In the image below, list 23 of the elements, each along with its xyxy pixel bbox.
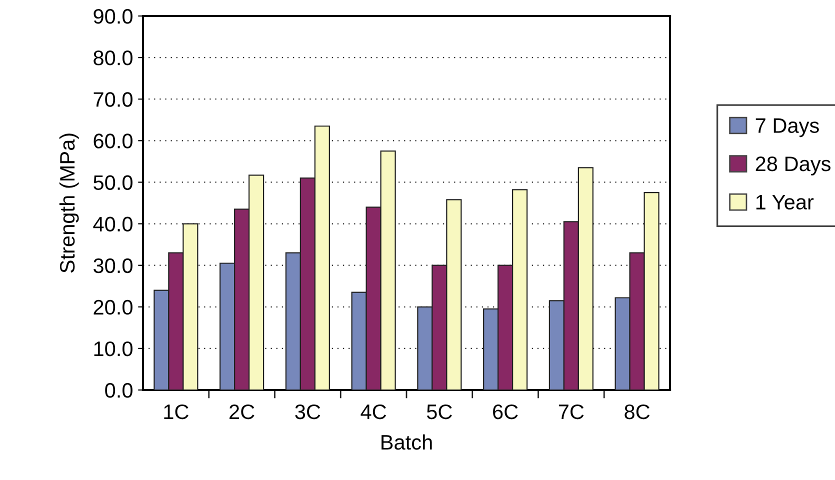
- y-tick-label: 90.0: [94, 9, 132, 24]
- x-tick-label: 1C: [164, 404, 188, 420]
- legend-label: 1 Year: [756, 194, 814, 210]
- x-tick-label: 5C: [426, 404, 452, 420]
- y-tick-label: 0.0: [105, 383, 132, 398]
- legend-label: 7 Days: [756, 118, 819, 138]
- y-tick-label: 80.0: [94, 50, 132, 66]
- y-tick-label: 10.0: [94, 341, 132, 356]
- y-tick-label: 60.0: [94, 134, 132, 148]
- y-tick-label: 50.0: [94, 175, 132, 190]
- x-tick-label: 6C: [493, 404, 518, 420]
- x-axis-title: Batch: [382, 434, 432, 450]
- x-tick-label: 7C: [558, 404, 584, 420]
- y-tick-label: 30.0: [94, 258, 132, 274]
- y-tick-label: 70.0: [94, 92, 132, 107]
- x-tick-label: 4C: [360, 404, 386, 420]
- y-axis-title: Strength (MPa): [59, 134, 79, 273]
- y-tick-label: 40.0: [93, 216, 132, 232]
- legend-label: 28 Days: [756, 156, 830, 176]
- x-tick-label: 3C: [295, 404, 320, 420]
- x-tick-label: 2C: [230, 404, 254, 420]
- y-tick-label: 20.0: [94, 300, 132, 315]
- x-tick-label: 8C: [624, 404, 650, 420]
